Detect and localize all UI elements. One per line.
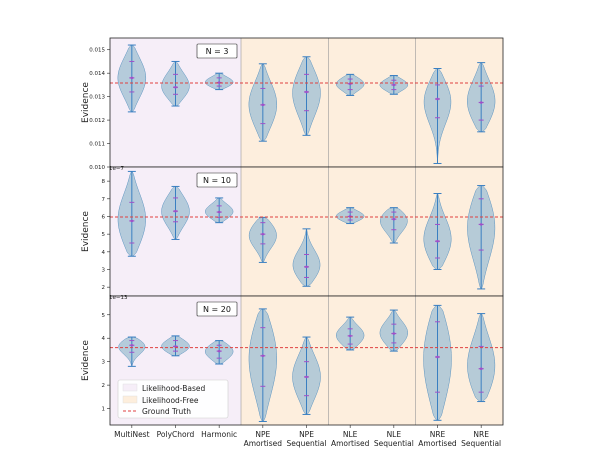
- panel-label-box: [196, 301, 238, 317]
- y-tick-label: 3: [102, 267, 106, 273]
- x-tick-label: NLE: [343, 430, 358, 439]
- likelihood-free-region: [241, 167, 503, 296]
- violin-median-dot: [174, 85, 177, 89]
- panel-2: 2 3 4 5 6 7 8 1e−7 Evidence N = 10: [81, 166, 504, 297]
- y-tick-label: 0.013: [89, 95, 105, 101]
- violin-median-dot: [305, 90, 308, 94]
- violin-median-dot: [479, 223, 483, 226]
- violin-median-dot: [436, 97, 439, 101]
- likelihood-free-region: [241, 38, 503, 167]
- violin-median-dot: [174, 209, 177, 213]
- violin-median-dot: [217, 81, 221, 84]
- panel-3: 1 2 3 4 5 1e−13 Evidence N = 20: [81, 295, 504, 426]
- y-tick-label: 1: [102, 407, 106, 413]
- violin-median-dot: [130, 219, 134, 223]
- violin-median-dot: [305, 375, 308, 379]
- y-tick-label: 4: [102, 336, 106, 342]
- y-tick-label: 2: [102, 383, 106, 389]
- violin-median-dot: [348, 334, 352, 338]
- likelihood-free-region: [241, 296, 503, 425]
- y-tick-label: 8: [102, 179, 106, 185]
- violin-median-dot: [305, 265, 308, 269]
- y-axis-label: Evidence: [81, 82, 91, 123]
- panel-label-box: [196, 43, 238, 59]
- x-tick-label: Amortised: [244, 439, 283, 448]
- y-tick-label: 5: [102, 313, 106, 319]
- y-tick-label: 6: [102, 214, 106, 220]
- x-tick-label: NLE: [387, 430, 402, 439]
- y-tick-label: 5: [102, 232, 106, 238]
- violin-median-dot: [261, 103, 265, 107]
- violin-median-dot: [436, 355, 439, 359]
- panel-1: 0.010 0.011 0.012 0.013 0.014 0.015 Evidence N …: [81, 37, 504, 171]
- y-tick-label: 0.012: [89, 118, 105, 124]
- legend-swatch-likelihood-free: [122, 395, 138, 404]
- violin-median-dot: [392, 83, 396, 87]
- x-tick-label: Amortised: [418, 439, 457, 448]
- violin-median-dot: [130, 76, 134, 80]
- violin-median-dot: [217, 210, 221, 214]
- x-tick-label: PolyChord: [157, 430, 195, 439]
- legend-label-likelihood-based: Likelihood-Based: [142, 384, 206, 393]
- y-tick-label: 0.011: [89, 142, 105, 148]
- violin-median-dot: [217, 349, 221, 353]
- violin-median-dot: [436, 239, 439, 243]
- x-tick-label: NRE: [430, 430, 446, 439]
- violin-median-dot: [130, 343, 134, 347]
- x-tick-label: Sequential: [287, 439, 327, 448]
- x-tick-label: Amortised: [331, 439, 370, 448]
- y-tick-label: 4: [102, 250, 106, 256]
- x-tick-label: NPE: [255, 430, 270, 439]
- legend: Likelihood-Based Likelihood-Free Ground Tr…: [117, 379, 229, 419]
- x-tick-label: NPE: [299, 430, 314, 439]
- legend-label-ground-truth: Ground Truth: [142, 407, 191, 416]
- violin-median-dot: [261, 232, 265, 236]
- x-tick-label: Sequential: [374, 439, 414, 448]
- x-tick-label: MultiNest: [114, 430, 149, 439]
- y-axis-label: Evidence: [81, 211, 91, 252]
- legend-swatch-likelihood-based: [122, 383, 138, 392]
- y-tick-label: 0.015: [89, 48, 105, 54]
- y-tick-label: 0.010: [89, 165, 105, 171]
- panel-label-box: [196, 172, 238, 188]
- violin-median-dot: [479, 367, 483, 371]
- y-tick-label: 2: [102, 285, 106, 291]
- y-offset-label: 1e−7: [109, 166, 124, 172]
- x-tick-label: Harmonic: [201, 430, 237, 439]
- violin-median-dot: [261, 354, 265, 358]
- legend-box: [117, 379, 229, 419]
- y-offset-label: 1e−13: [109, 295, 128, 301]
- y-tick-label: 7: [102, 197, 106, 203]
- x-tick-label: NRE: [473, 430, 489, 439]
- panel-label: N = 10: [203, 176, 231, 185]
- panel-label: N = 3: [206, 47, 229, 56]
- y-tick-label: 3: [102, 360, 106, 366]
- legend-label-likelihood-free: Likelihood-Free: [142, 396, 199, 405]
- violin-median-dot: [392, 217, 396, 221]
- x-tick-label: Sequential: [461, 439, 501, 448]
- violin-median-dot: [392, 332, 396, 335]
- y-tick-label: 0.014: [89, 71, 105, 77]
- violin-median-dot: [174, 345, 177, 348]
- y-axis-label: Evidence: [81, 340, 91, 381]
- violin-median-dot: [479, 101, 483, 104]
- panel-label: N = 20: [203, 305, 231, 314]
